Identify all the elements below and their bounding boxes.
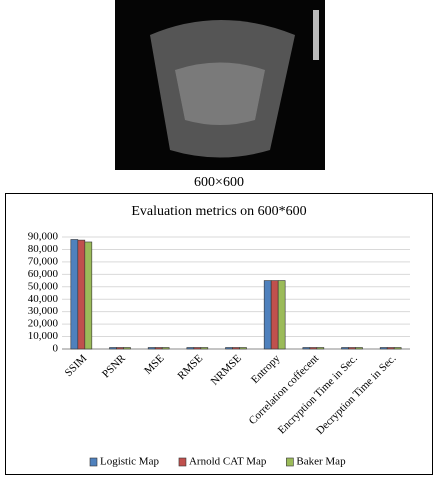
bar (386, 347, 395, 350)
bar (263, 280, 272, 350)
bar (379, 347, 388, 350)
bar (116, 347, 124, 350)
bar (355, 347, 363, 350)
y-tick-label: 40,000 (28, 293, 59, 305)
chart-title: Evaluation metrics on 600*600 (131, 204, 306, 219)
chart-frame (5, 193, 433, 475)
bar (193, 347, 202, 350)
bar (341, 347, 349, 350)
y-tick-label: 30,000 (28, 305, 59, 317)
bar (239, 347, 247, 350)
caption: 600×600 (194, 175, 244, 190)
bar (316, 347, 325, 350)
ultrasound-scale (313, 10, 319, 60)
y-tick-label: 80,000 (28, 243, 59, 255)
y-tick-label: 60,000 (28, 268, 59, 280)
y-tick-label: 50,000 (28, 280, 59, 292)
y-tick-label: 90,000 (28, 231, 59, 243)
bar (147, 347, 156, 350)
bar (302, 347, 311, 350)
bar (161, 347, 170, 350)
bar (393, 347, 402, 350)
bar (348, 347, 356, 350)
bar (200, 347, 209, 350)
legend-label: Baker Map (296, 456, 346, 468)
bar (186, 347, 195, 350)
legend-label: Arnold CAT Map (189, 456, 267, 468)
bar (77, 239, 86, 350)
legend-swatch (286, 457, 294, 467)
y-tick-label: 0 (53, 343, 59, 355)
bar (70, 239, 79, 350)
bar (232, 347, 240, 350)
y-tick-label: 70,000 (28, 255, 59, 267)
bar (309, 347, 318, 350)
bar (84, 241, 93, 350)
y-tick-label: 10,000 (28, 330, 59, 342)
bar (109, 347, 117, 350)
bar (277, 280, 286, 350)
bar (225, 347, 233, 350)
bar (154, 347, 163, 350)
ultrasound-tissue (175, 62, 265, 125)
bar (123, 347, 131, 350)
bar (270, 280, 279, 350)
y-tick-label: 20,000 (28, 318, 59, 330)
legend-label: Logistic Map (100, 456, 159, 468)
legend-swatch (178, 457, 187, 467)
legend-swatch (89, 457, 98, 467)
